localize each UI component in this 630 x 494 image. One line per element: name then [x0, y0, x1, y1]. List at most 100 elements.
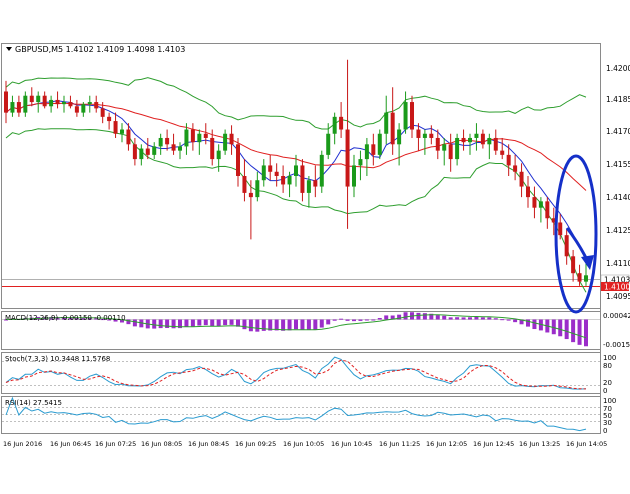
candle-body [487, 137, 492, 145]
candle-body [422, 133, 427, 138]
price-tick-label: 1.4125 [606, 226, 630, 235]
candle-body [113, 121, 118, 134]
macd-bar [184, 319, 189, 327]
candle-body [538, 201, 543, 208]
macd-bar [526, 319, 530, 327]
bollinger-lower-line [5, 128, 587, 293]
macd-bar [326, 319, 331, 325]
macd-bar [100, 319, 105, 321]
macd-bar [287, 319, 292, 331]
macd-bar [236, 319, 240, 327]
macd-bar [313, 319, 318, 330]
macd-bar [352, 319, 356, 322]
symbol-header: GBPUSD,M5 1.4102 1.4109 1.4098 1.4103 [15, 45, 185, 54]
candle-body [397, 129, 402, 145]
candle-body [261, 165, 266, 181]
macd-bar [294, 319, 298, 330]
macd-bar [429, 313, 434, 320]
candle-body [345, 129, 350, 187]
price-tick-label: 1.4170 [606, 127, 630, 136]
bollinger-bands [5, 77, 587, 293]
candle-body [513, 165, 518, 172]
macd-bar [158, 319, 163, 329]
macd-tick-label: 0.00042 [603, 312, 630, 320]
candle-body [55, 99, 60, 105]
macd-bar [306, 319, 311, 330]
macd-bar [190, 319, 195, 327]
candle-body [158, 137, 163, 147]
macd-bar [242, 319, 247, 330]
candle-body [506, 154, 511, 166]
macd-bar [203, 319, 208, 326]
macd-bar [384, 315, 389, 320]
rsi-tick-label: 0 [603, 427, 607, 435]
candle-body [16, 102, 21, 113]
macd-bar [480, 317, 485, 320]
time-tick-label: 16 Jun 07:25 [95, 440, 136, 448]
macd-bar [571, 319, 576, 343]
candle-body [545, 201, 550, 219]
macd-bar [261, 319, 266, 331]
macd-bar [345, 319, 350, 321]
bid-price-label: 1.4100 [604, 283, 630, 292]
macd-bar [171, 319, 176, 329]
macd-bar [223, 319, 228, 326]
macd-bar [4, 319, 8, 321]
candlestick-series [4, 59, 588, 286]
macd-signal-polyline [5, 314, 587, 339]
stoch-tick-label: 0 [603, 387, 607, 395]
candle-body [519, 171, 524, 187]
macd-bar [493, 318, 498, 320]
macd-bar [87, 317, 92, 320]
macd-bar [94, 318, 99, 320]
stoch-tick-label: 100 [603, 354, 616, 362]
candle-body [352, 165, 356, 187]
macd-tick-label: -0.00159 [603, 341, 630, 349]
macd-bar [248, 319, 253, 332]
candle-body [255, 180, 260, 198]
macd-bar [364, 319, 369, 321]
candle-body [94, 102, 99, 109]
candle-body [87, 102, 92, 105]
time-tick-label: 16 Jun 12:05 [426, 440, 467, 448]
macd-bar [474, 316, 479, 320]
macd-bar [152, 319, 157, 329]
macd-bar [139, 319, 144, 328]
candle-body [171, 144, 176, 151]
rsi-line [5, 396, 587, 432]
candle-body [223, 133, 228, 151]
candle-body [326, 133, 331, 155]
macd-bar [397, 314, 402, 320]
candle-body [500, 150, 505, 155]
macd-bar [461, 317, 466, 320]
stoch-main-line [5, 356, 587, 390]
macd-bar [371, 319, 376, 321]
macd-bar [107, 319, 112, 321]
time-tick-label: 16 Jun 13:25 [519, 440, 560, 448]
candle-body [74, 106, 79, 113]
rsi-panel[interactable] [1, 396, 601, 434]
rsi-header: RSI(14) 27.5415 [5, 399, 62, 407]
candle-body [165, 137, 170, 145]
macd-bar [210, 319, 215, 327]
candle-body [81, 104, 86, 113]
macd-bar [403, 312, 408, 320]
macd-bar [339, 318, 344, 320]
candle-body [319, 154, 324, 187]
time-tick-label: 16 Jun 2016 [3, 440, 42, 448]
macd-bar [274, 319, 279, 331]
collapse-triangle-icon[interactable] [6, 47, 12, 51]
candle-body [371, 144, 376, 155]
candle-body [403, 102, 408, 130]
stoch-panel[interactable] [1, 352, 601, 394]
bid-price-tag [601, 282, 629, 291]
candle-body [100, 108, 105, 117]
candle-body [10, 102, 15, 113]
time-tick-label: 16 Jun 09:25 [235, 440, 276, 448]
candle-body [49, 99, 54, 107]
candle-body [480, 133, 485, 145]
candle-body [132, 144, 137, 160]
price-tick-label: 1.4110 [606, 259, 630, 268]
